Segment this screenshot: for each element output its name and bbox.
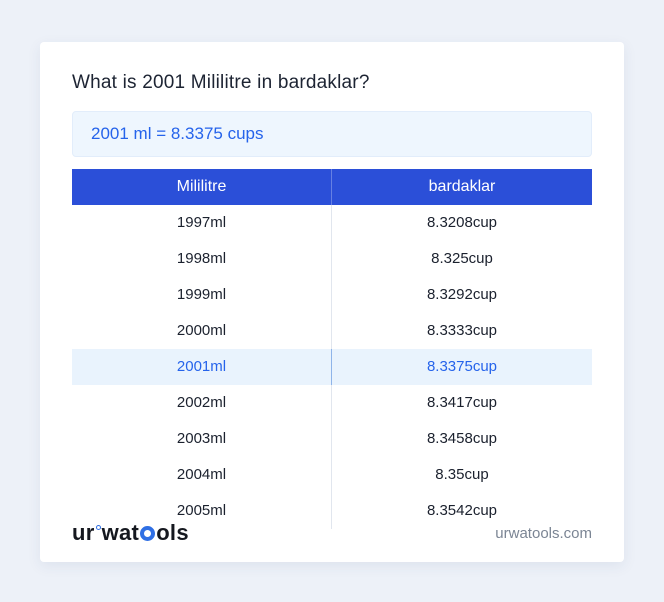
table-row: 2003ml 8.3458cup	[72, 421, 592, 457]
conversion-result: 2001 ml = 8.3375 cups	[72, 111, 592, 157]
logo-text-suffix: ols	[156, 520, 189, 545]
cup-value: 8.3333cup	[426, 322, 498, 339]
site-domain: urwatools.com	[495, 524, 592, 542]
urwatools-logo[interactable]: ur wat ols	[72, 520, 189, 546]
ml-value: 2003ml	[72, 421, 332, 457]
cup-value: 8.3542cup	[426, 502, 498, 519]
ml-value: 2001ml	[72, 349, 332, 385]
logo-o-icon	[140, 525, 156, 541]
table-header-bardaklar: bardaklar	[428, 178, 496, 195]
cup-value: 8.3292cup	[426, 286, 498, 303]
table-row: 1997ml 8.3208cup	[72, 205, 592, 241]
ml-value: 2004ml	[72, 457, 332, 493]
ml-value: 1999ml	[72, 277, 332, 313]
logo-text-prefix: ur	[72, 520, 95, 545]
conversion-table: Mililitre bardaklar 1997ml 8.3208cup 199…	[72, 169, 592, 529]
table-row: 1999ml 8.3292cup	[72, 277, 592, 313]
cup-value: 8.3458cup	[426, 430, 498, 447]
table-row: 2000ml 8.3333cup	[72, 313, 592, 349]
cup-value: 8.35cup	[435, 466, 489, 483]
logo-ring-icon	[95, 524, 101, 530]
table-row-highlighted: 2001ml 8.3375cup	[72, 349, 592, 385]
table-row: 2004ml 8.35cup	[72, 457, 592, 493]
cup-value: 8.3208cup	[426, 214, 498, 231]
ml-value: 2000ml	[72, 313, 332, 349]
page-title: What is 2001 Mililitre in bardaklar?	[72, 72, 370, 93]
conversion-card: What is 2001 Mililitre in bardaklar? 200…	[40, 42, 624, 562]
table-row: 2002ml 8.3417cup	[72, 385, 592, 421]
cup-value: 8.325cup	[431, 250, 493, 267]
logo-text-mid: wat	[101, 520, 140, 545]
ml-value: 2002ml	[72, 385, 332, 421]
table-header-mililitre: Mililitre	[72, 169, 332, 205]
ml-value: 1998ml	[72, 241, 332, 277]
table-row: 1998ml 8.325cup	[72, 241, 592, 277]
table-row: 2005ml 8.3542cup	[72, 493, 592, 529]
ml-value: 1997ml	[72, 205, 332, 241]
cup-value: 8.3417cup	[426, 394, 498, 411]
ml-value: 2005ml	[72, 493, 332, 529]
card-footer: ur wat ols urwatools.com	[72, 520, 592, 546]
cup-value: 8.3375cup	[426, 358, 498, 375]
table-header-row: Mililitre bardaklar	[72, 169, 592, 205]
